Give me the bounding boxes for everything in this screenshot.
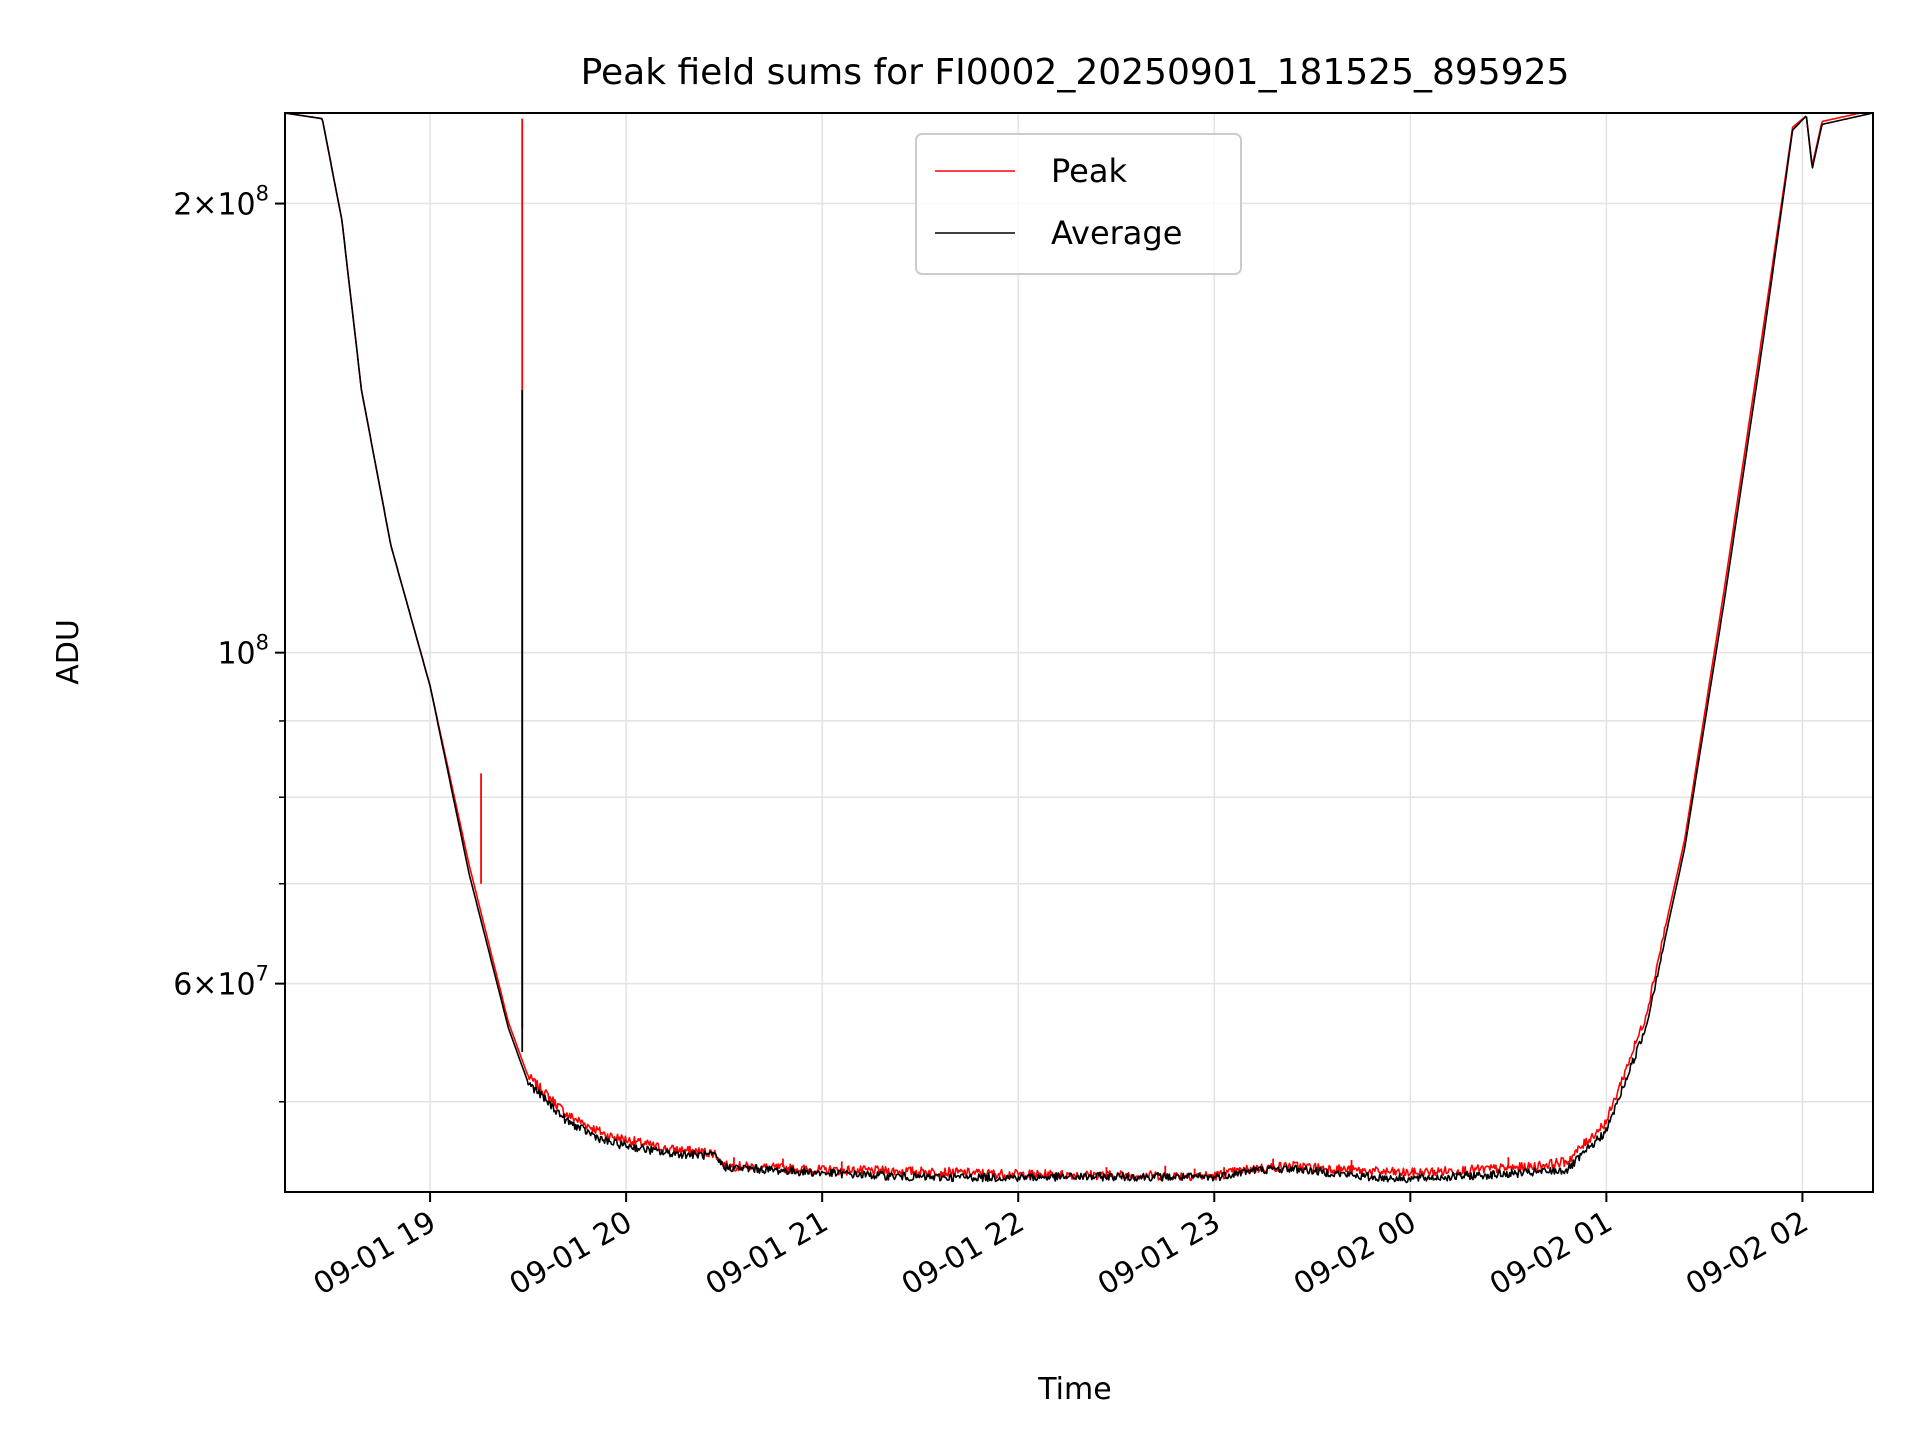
x-axis-label: Time <box>1037 1372 1111 1407</box>
legend: Peak Average <box>915 133 1242 275</box>
legend-label-average: Average <box>1051 214 1182 252</box>
grid <box>285 113 1873 1192</box>
chart-title: Peak field sums for FI0002_20250901_1815… <box>581 52 1570 93</box>
y-axis: 2×108 108 6×107 <box>173 182 285 1103</box>
legend-label-peak: Peak <box>1051 152 1127 190</box>
series-layer <box>285 113 1873 1184</box>
legend-box <box>915 133 1242 275</box>
y-axis-label: ADU <box>51 619 86 685</box>
y-tick-label: 108 <box>217 631 269 672</box>
y-tick-label: 6×107 <box>173 962 269 1003</box>
series-line-average <box>285 113 1873 1184</box>
y-tick-label: 2×108 <box>173 182 269 223</box>
